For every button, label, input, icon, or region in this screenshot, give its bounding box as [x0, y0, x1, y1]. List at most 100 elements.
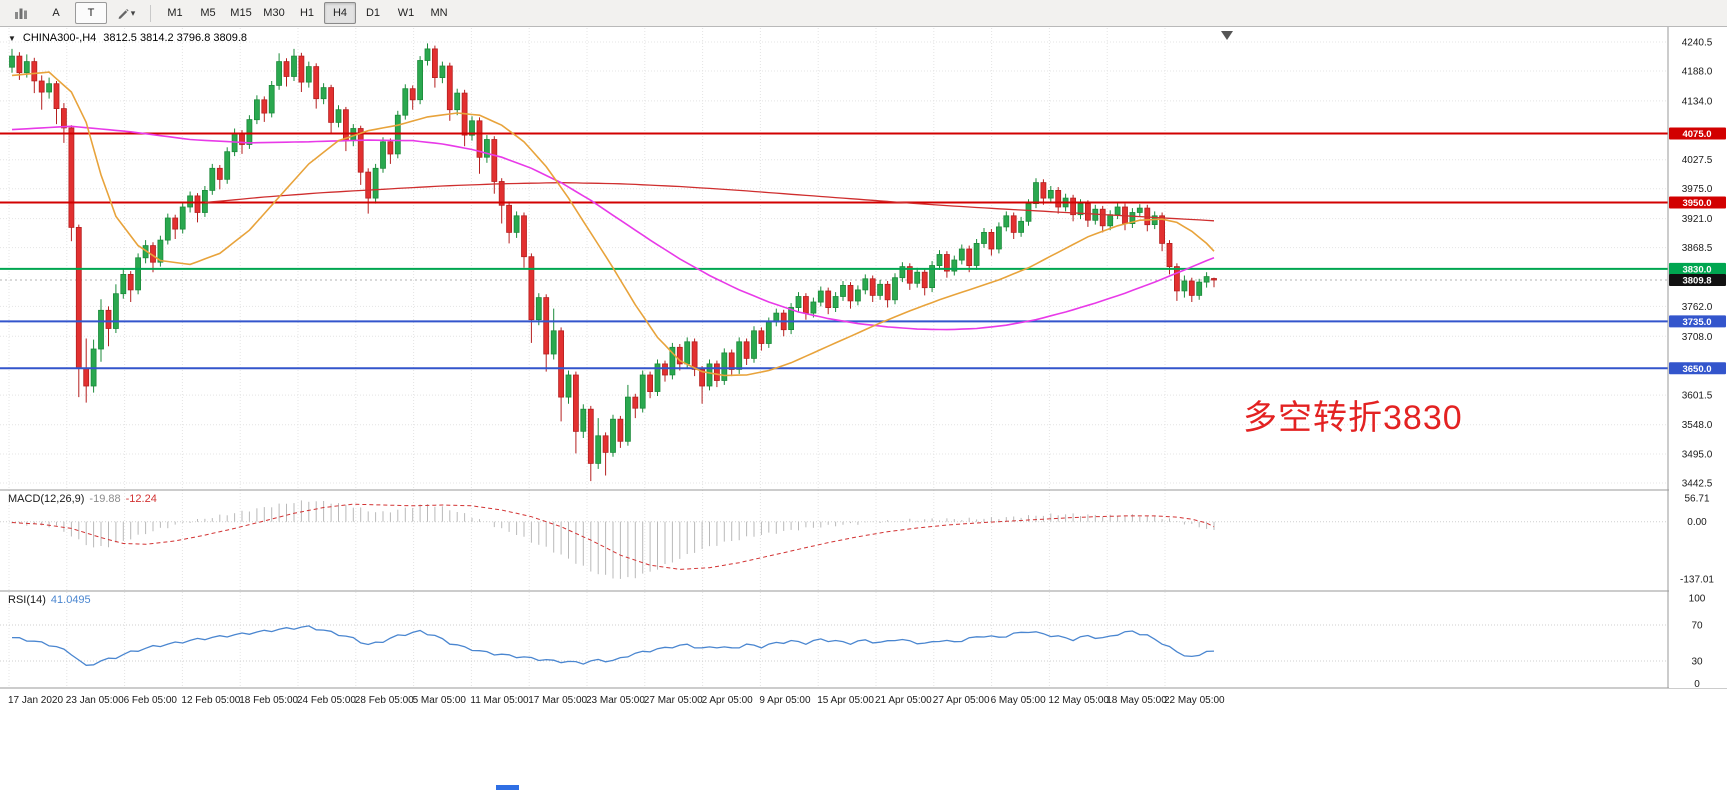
time-label: 15 Apr 05:00 — [817, 695, 874, 706]
candle — [506, 201, 513, 244]
price-tick: 3868.5 — [1682, 243, 1713, 254]
symbol-period-label: CHINA300-,H4 — [22, 32, 97, 44]
candle — [966, 245, 973, 273]
toolbar-button-a[interactable]: A — [52, 7, 60, 19]
macd-label: MACD(12,26,9) -19.88 -12.24 — [8, 493, 162, 505]
candle — [877, 279, 883, 300]
price-badge-4075: 4075.0 — [1669, 127, 1726, 140]
candle — [587, 405, 594, 482]
candle — [1033, 178, 1039, 209]
macd-signal-line — [11, 503, 1215, 570]
candle — [417, 56, 424, 105]
candle — [135, 253, 142, 295]
time-label: 9 Apr 05:00 — [759, 695, 811, 706]
candle — [780, 309, 787, 337]
candle — [617, 415, 624, 448]
candle — [372, 163, 379, 204]
price-tick: 3601.5 — [1682, 391, 1713, 402]
candle — [1018, 216, 1024, 237]
svg-text:3650.0: 3650.0 — [1682, 364, 1711, 375]
candle — [1099, 205, 1106, 233]
svg-text:4075.0: 4075.0 — [1682, 129, 1711, 140]
candle — [936, 250, 943, 270]
candle — [461, 89, 468, 147]
candle — [662, 360, 668, 382]
toolbar-separator — [150, 4, 151, 22]
candle — [38, 75, 45, 110]
candle — [795, 292, 802, 312]
timeframe-w1[interactable]: W1 — [397, 7, 415, 19]
timeframe-m15[interactable]: M15 — [230, 7, 252, 19]
candle — [491, 136, 498, 194]
candle — [602, 432, 609, 476]
candle — [1070, 194, 1076, 222]
symbol-dropdown-icon[interactable]: ▼ — [8, 33, 16, 43]
candle — [832, 292, 839, 312]
time-label: 2 Apr 05:00 — [702, 695, 754, 706]
candle — [639, 370, 646, 413]
time-label: 12 May 05:00 — [1048, 695, 1109, 706]
price-tick: 4240.5 — [1682, 38, 1713, 49]
timeframe-h4[interactable]: H4 — [324, 2, 356, 24]
candle — [127, 271, 134, 302]
candle — [573, 371, 579, 454]
price-tick: 4188.0 — [1682, 67, 1713, 78]
candle — [973, 239, 980, 270]
annotation-text[interactable]: 多空转折3830 — [1243, 399, 1463, 437]
candle — [276, 53, 283, 90]
timeframe-d1[interactable]: D1 — [365, 7, 381, 19]
candle — [105, 306, 112, 347]
candle — [929, 261, 935, 293]
pencil-icon — [118, 9, 129, 19]
candle — [157, 235, 164, 267]
grid — [0, 28, 1668, 688]
timeframe-mn[interactable]: MN — [430, 7, 448, 19]
price-tick: 3975.0 — [1682, 184, 1713, 195]
candle — [365, 168, 372, 214]
candle — [357, 125, 364, 185]
candle — [654, 359, 661, 396]
macd-histogram — [11, 500, 1215, 579]
candle — [387, 138, 394, 164]
candle — [988, 229, 995, 256]
candle — [261, 96, 268, 122]
timeframe-m5[interactable]: M5 — [200, 7, 216, 19]
current-price-badge: 3809.8 — [1669, 274, 1726, 287]
candle — [1144, 204, 1151, 232]
candle — [75, 224, 82, 398]
candle — [1188, 277, 1195, 302]
candle — [1181, 275, 1188, 298]
candle — [476, 117, 483, 174]
candle — [558, 327, 564, 422]
candle — [253, 95, 260, 125]
candle — [840, 281, 846, 301]
draw-tool-button[interactable]: ▾ — [110, 2, 142, 24]
timeframe-m1[interactable]: M1 — [167, 7, 183, 19]
time-label: 6 May 05:00 — [991, 695, 1046, 706]
candle — [9, 48, 15, 73]
candle — [216, 165, 223, 190]
chart-icon-button[interactable] — [5, 2, 37, 24]
price-scale[interactable]: 4240.5 4188.0 4134.0 4027.5 3975.0 3921.0 3868… — [1667, 27, 1727, 690]
candle — [610, 414, 616, 457]
candle — [513, 211, 520, 238]
timeframe-h1[interactable]: H1 — [299, 7, 315, 19]
candle — [528, 253, 535, 343]
candle — [728, 349, 735, 377]
candle — [647, 371, 653, 399]
bottom-blue-strip — [496, 785, 519, 790]
time-axis[interactable]: 17 Jan 2020 23 Jan 05:00 6 Feb 05:00 12 Feb… — [8, 695, 1225, 706]
candle — [1010, 212, 1017, 239]
candle — [98, 299, 104, 362]
timeframe-m30[interactable]: M30 — [263, 7, 285, 19]
toolbar-button-t[interactable]: T — [75, 2, 107, 24]
candle — [268, 81, 275, 118]
candle — [424, 43, 431, 66]
candle — [1055, 187, 1062, 214]
time-label: 12 Feb 05:00 — [181, 695, 240, 706]
toolbar: A T ▾ M1 M5 M15 M30 H1 H4 D1 W1 MN — [0, 0, 1727, 27]
chart-shift-marker[interactable] — [1221, 31, 1233, 40]
candle — [46, 77, 52, 99]
candle — [53, 81, 60, 125]
